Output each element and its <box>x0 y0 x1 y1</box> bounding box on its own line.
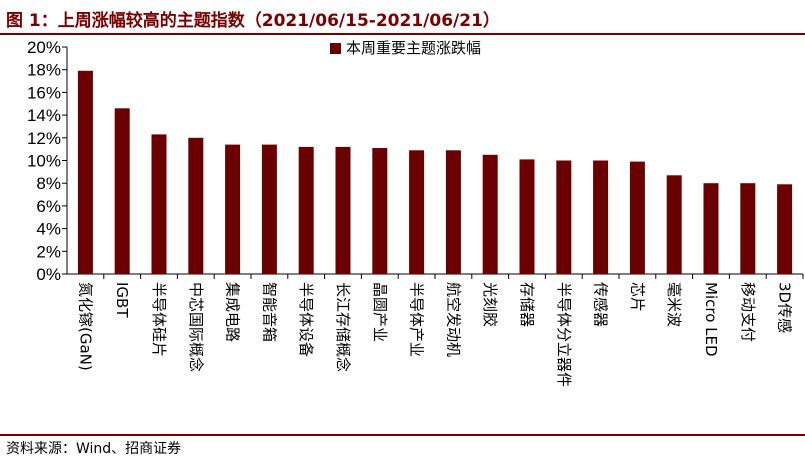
category-labels: 氮化镓(GaN) IGBT 半导体硅片 中芯国际概念 集成电路 智能音箱 半导体设备 长江存储… <box>76 282 793 387</box>
bar <box>151 134 167 274</box>
y-tick-label: 14% <box>27 106 61 125</box>
bar <box>335 146 351 274</box>
figure-title: 图 1：上周涨幅较高的主题指数（2021/06/15-2021/06/21） <box>6 11 500 31</box>
category-label: 光刻胶 <box>481 282 499 327</box>
bar <box>188 137 204 274</box>
source-note: 资料来源：Wind、招商证券 <box>6 441 182 457</box>
category-label: Micro LED <box>702 282 720 357</box>
category-label: 智能音箱 <box>260 282 278 342</box>
bar <box>482 154 498 274</box>
bar <box>593 160 609 274</box>
y-tick-label: 18% <box>27 61 61 80</box>
bar <box>372 148 388 274</box>
bar-chart: 0% 2% 4% 6% 8% 10% 12% 14% 16% 18% 20% 氮化镓(GaN) IGB… <box>27 38 804 387</box>
bar <box>77 70 93 274</box>
x-axis <box>67 273 804 279</box>
y-axis: 0% 2% 4% 6% 8% 10% 12% 14% 16% 18% 20% <box>27 38 68 284</box>
source-divider <box>0 434 805 436</box>
bar <box>556 160 572 274</box>
y-tick-label: 12% <box>27 129 61 148</box>
category-label: 毫米波 <box>665 282 683 327</box>
bar <box>629 161 645 274</box>
legend: 本周重要主题涨跌幅 <box>330 39 481 57</box>
bar-series <box>77 70 793 274</box>
bar <box>225 144 241 274</box>
y-tick-label: 20% <box>27 38 61 57</box>
bar <box>666 175 682 274</box>
title-divider <box>0 33 805 35</box>
category-label: 中芯国际概念 <box>187 282 205 372</box>
category-label: 航空发动机 <box>444 282 462 357</box>
bar <box>519 159 535 274</box>
y-tick-label: 8% <box>36 174 61 193</box>
y-tick-label: 10% <box>27 152 61 171</box>
bar <box>445 150 461 274</box>
category-label: 芯片 <box>628 282 646 312</box>
bar <box>261 144 277 274</box>
legend-label: 本周重要主题涨跌幅 <box>346 39 481 57</box>
category-label: 晶圆产业 <box>371 282 389 342</box>
y-tick-label: 4% <box>36 220 61 239</box>
category-label: 传感器 <box>592 282 610 327</box>
category-label: 移动支付 <box>739 282 757 342</box>
category-label: 氮化镓(GaN) <box>76 282 94 371</box>
bar <box>114 108 130 274</box>
bar <box>703 183 719 274</box>
category-label: 3D传感 <box>776 282 794 333</box>
category-label: 半导体硅片 <box>150 282 168 357</box>
category-label: 存储器 <box>518 282 536 327</box>
y-tick-label: 16% <box>27 83 61 102</box>
bar <box>740 183 756 274</box>
bar <box>298 146 314 274</box>
category-label: 集成电路 <box>224 282 242 342</box>
category-label: 半导体产业 <box>408 282 426 357</box>
category-label: 长江存储概念 <box>334 282 352 372</box>
category-label: IGBT <box>113 282 131 318</box>
y-tick-label: 2% <box>36 242 61 261</box>
category-label: 半导体分立器件 <box>555 282 573 387</box>
figure-title-bar: 图 1：上周涨幅较高的主题指数（2021/06/15-2021/06/21） <box>0 0 805 34</box>
y-tick-label: 6% <box>36 197 61 216</box>
bar <box>777 184 793 274</box>
legend-swatch <box>330 43 341 54</box>
bar <box>409 150 425 274</box>
category-label: 半导体设备 <box>297 282 315 357</box>
y-tick-label: 0% <box>36 265 61 284</box>
